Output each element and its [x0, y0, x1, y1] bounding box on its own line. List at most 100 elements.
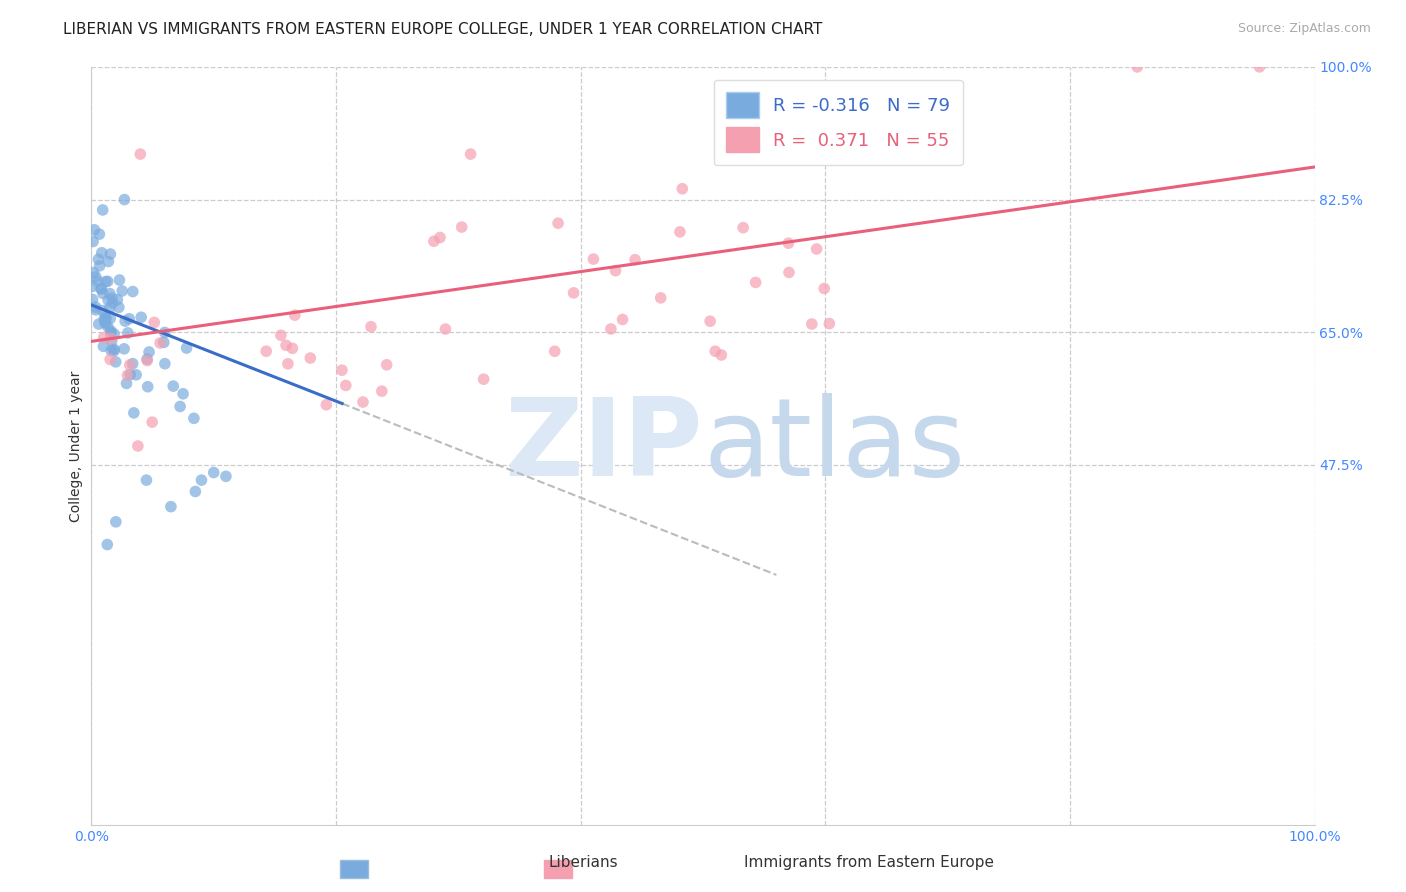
- Point: [100, 326, 122, 340]
- Point: [190, 473, 212, 487]
- Point: [82, 266, 104, 280]
- Point: [423, 234, 446, 248]
- Point: [87, 317, 110, 331]
- Point: [562, 285, 585, 300]
- Point: [176, 341, 198, 355]
- Point: [202, 466, 225, 480]
- Point: [118, 311, 141, 326]
- Point: [97, 254, 120, 268]
- Point: [101, 296, 124, 310]
- Point: [699, 314, 721, 328]
- Point: [87, 252, 110, 267]
- Point: [149, 336, 172, 351]
- Point: [429, 230, 451, 244]
- Point: [98, 286, 121, 301]
- Point: [215, 469, 238, 483]
- Point: [100, 343, 122, 358]
- Point: [582, 252, 605, 266]
- Point: [112, 193, 135, 207]
- Point: [813, 281, 835, 295]
- Point: [91, 202, 114, 217]
- Point: [605, 263, 627, 277]
- Point: [101, 291, 124, 305]
- Point: [104, 515, 127, 529]
- Point: [129, 310, 152, 325]
- Point: [103, 343, 125, 358]
- Point: [121, 357, 143, 371]
- Point: [100, 334, 122, 348]
- Point: [98, 352, 121, 367]
- Point: [83, 223, 105, 237]
- Point: [100, 331, 122, 345]
- Point: [82, 235, 104, 249]
- Point: [97, 274, 120, 288]
- Point: [94, 311, 117, 326]
- Point: [121, 285, 143, 299]
- Point: [284, 308, 307, 322]
- Point: [162, 379, 184, 393]
- Y-axis label: College, Under 1 year: College, Under 1 year: [69, 370, 83, 522]
- Point: [599, 322, 621, 336]
- Point: [778, 236, 800, 251]
- Point: [114, 314, 136, 328]
- Point: [86, 274, 108, 288]
- Point: [277, 357, 299, 371]
- Point: [91, 303, 114, 318]
- Point: [103, 343, 125, 357]
- Point: [274, 338, 297, 352]
- Point: [281, 342, 304, 356]
- Point: [122, 406, 145, 420]
- Point: [94, 275, 117, 289]
- Point: [97, 293, 120, 307]
- Point: [100, 247, 122, 261]
- Point: [84, 302, 107, 317]
- Point: [624, 252, 647, 267]
- Point: [112, 342, 135, 356]
- Text: LIBERIAN VS IMMIGRANTS FROM EASTERN EUROPE COLLEGE, UNDER 1 YEAR CORRELATION CHA: LIBERIAN VS IMMIGRANTS FROM EASTERN EURO…: [63, 22, 823, 37]
- Point: [98, 311, 121, 326]
- Point: [153, 335, 176, 350]
- Point: [704, 344, 727, 359]
- Point: [97, 319, 120, 334]
- Point: [710, 348, 733, 362]
- Legend: R = -0.316   N = 79, R =  0.371   N = 55: R = -0.316 N = 79, R = 0.371 N = 55: [714, 79, 963, 165]
- Point: [434, 322, 457, 336]
- Point: [650, 291, 672, 305]
- Bar: [544, 860, 572, 878]
- Point: [111, 284, 134, 298]
- Point: [118, 358, 141, 372]
- Point: [82, 293, 104, 307]
- Point: [84, 269, 107, 284]
- Point: [117, 368, 139, 383]
- Point: [330, 363, 353, 377]
- Point: [352, 395, 374, 409]
- Point: [135, 473, 157, 487]
- Point: [806, 242, 828, 256]
- Point: [371, 384, 394, 399]
- Text: Liberians: Liberians: [548, 855, 619, 870]
- Point: [136, 352, 159, 367]
- Point: [136, 353, 159, 368]
- Point: [104, 355, 127, 369]
- Point: [93, 339, 115, 353]
- Text: atlas: atlas: [703, 393, 965, 499]
- Point: [169, 400, 191, 414]
- Point: [127, 439, 149, 453]
- Point: [360, 319, 382, 334]
- Point: [1249, 60, 1271, 74]
- Point: [94, 316, 117, 330]
- Point: [800, 317, 823, 331]
- Point: [125, 368, 148, 382]
- Point: [669, 225, 692, 239]
- Point: [153, 357, 176, 371]
- Point: [671, 182, 693, 196]
- Point: [120, 368, 142, 382]
- Point: [91, 286, 114, 301]
- Point: [472, 372, 495, 386]
- Point: [117, 326, 139, 340]
- Point: [93, 315, 115, 329]
- Point: [93, 330, 115, 344]
- Point: [89, 227, 111, 241]
- Point: [108, 273, 131, 287]
- Point: [818, 317, 841, 331]
